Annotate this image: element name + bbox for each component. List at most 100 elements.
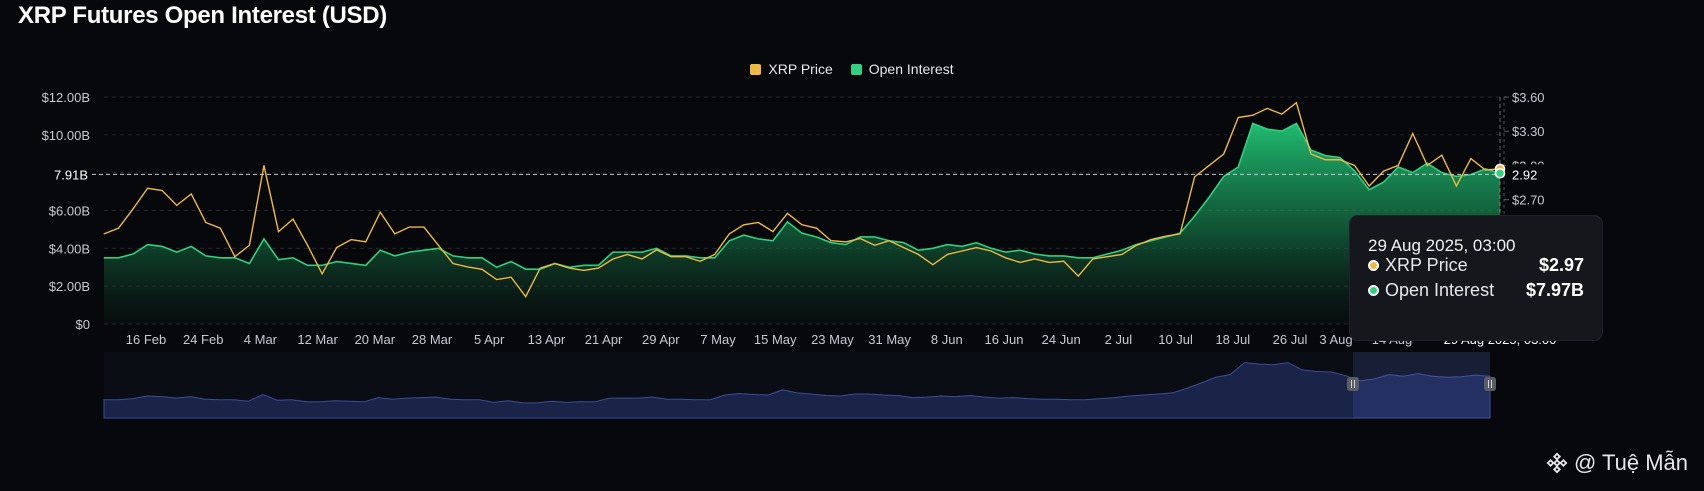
y-right-tick-label: $3.30 (1512, 124, 1545, 139)
xrp-price-point (932, 264, 934, 266)
xrp-price-point (626, 253, 629, 256)
xrp-price-point (1237, 116, 1239, 119)
y-right-tick-label: $3.60 (1512, 90, 1545, 105)
legend-item-price[interactable]: XRP Price (750, 61, 833, 77)
open-interest-point (568, 266, 570, 268)
open-interest-point (1237, 166, 1239, 168)
xrp-price-point (1441, 154, 1443, 156)
open-interest-point (336, 260, 338, 263)
open-interest-point (859, 236, 861, 238)
xrp-price-point (1252, 114, 1254, 116)
open-interest-point (1150, 240, 1152, 242)
x-tick-label: 20 Mar (355, 332, 396, 347)
xrp-price-point (1310, 153, 1312, 155)
tooltip-dot-price-icon (1368, 259, 1379, 271)
legend-swatch-price (750, 63, 762, 75)
legend: XRP Price Open Interest (0, 61, 1704, 77)
open-interest-point (1455, 175, 1457, 178)
xrp-price-point (714, 253, 716, 256)
xrp-price-point (1034, 258, 1036, 260)
x-tick-label: 3 Aug (1319, 332, 1352, 347)
open-interest-point (103, 257, 105, 259)
x-tick-label: 23 May (811, 332, 854, 347)
xrp-price-point (117, 227, 120, 229)
x-tick-label: 12 Mar (297, 332, 338, 347)
x-tick-label: 8 Jun (931, 332, 963, 347)
open-interest-point (365, 264, 367, 266)
xrp-price-point (786, 212, 789, 214)
navigator-handle-right[interactable] (1484, 377, 1496, 391)
open-interest-point (1208, 196, 1210, 198)
x-tick-label: 16 Jun (984, 332, 1023, 347)
open-interest-point (1077, 257, 1079, 259)
xrp-price-point (1150, 238, 1152, 241)
xrp-price-point (568, 267, 570, 269)
open-interest-point (510, 260, 512, 263)
open-interest-point (408, 251, 410, 253)
xrp-price-point (961, 250, 963, 252)
x-tick-label: 2 Jul (1105, 332, 1133, 347)
xrp-price-point (1019, 261, 1021, 264)
open-interest-point (234, 257, 236, 259)
open-interest-point (612, 251, 614, 253)
xrp-price-point (641, 258, 643, 260)
xrp-price-point (1353, 164, 1356, 167)
xrp-price-point (321, 273, 323, 275)
open-interest-point (176, 251, 178, 253)
xrp-price-point (801, 224, 803, 226)
y-left-tick-label: $2.00B (49, 279, 90, 294)
open-interest-point (975, 242, 978, 244)
xrp-price-point (1324, 159, 1327, 161)
open-interest-point (1266, 128, 1268, 130)
xrp-price-point (1077, 275, 1079, 277)
open-interest-point (946, 243, 949, 246)
legend-label-open-interest: Open Interest (868, 61, 954, 77)
open-interest-point (1383, 181, 1385, 183)
open-interest-point (437, 247, 440, 249)
xrp-price-point (103, 233, 105, 235)
xrp-price-point (365, 241, 367, 243)
navigator-handle-left[interactable] (1347, 377, 1359, 391)
open-interest-point (583, 264, 585, 266)
open-interest-point (1092, 257, 1094, 259)
x-tick-label: 10 Jul (1158, 332, 1193, 347)
xrp-price-point (975, 246, 978, 249)
open-interest-point (292, 257, 294, 259)
xrp-price-point (554, 262, 556, 265)
open-interest-point (1441, 172, 1443, 174)
open-interest-point (728, 240, 730, 242)
open-interest-point (525, 268, 527, 270)
x-tick-label: 24 Jun (1042, 332, 1081, 347)
x-tick-label: 4 Mar (244, 332, 278, 347)
legend-item-open-interest[interactable]: Open Interest (850, 61, 954, 77)
xrp-price-point (888, 240, 890, 242)
xrp-price-point (525, 296, 527, 298)
open-interest-point (1004, 251, 1007, 253)
xrp-price-point (1164, 235, 1167, 237)
xrp-price-point (655, 249, 658, 251)
xrp-price-point (874, 244, 876, 246)
xrp-price-point (539, 267, 541, 269)
open-interest-point (117, 257, 120, 259)
xrp-price-point (1339, 159, 1341, 161)
open-interest-point (815, 236, 818, 238)
xrp-price-point (1368, 185, 1370, 187)
open-interest-point (626, 251, 629, 253)
open-interest-point (961, 245, 963, 248)
tooltip-row-open-interest: Open Interest $7.97B (1368, 279, 1584, 301)
x-tick-label: 15 May (754, 332, 797, 347)
open-interest-point (772, 240, 774, 242)
open-interest-point (874, 236, 876, 238)
xrp-price-point (845, 241, 847, 243)
watermark-text: @ Tuệ Mẫn (1573, 450, 1688, 475)
xrp-price-point (903, 246, 905, 249)
tooltip-label-price: XRP Price (1385, 254, 1468, 275)
xrp-price-point (1455, 185, 1457, 187)
open-interest-point (1310, 149, 1312, 151)
open-interest-point (1121, 249, 1123, 251)
open-interest-point (903, 242, 905, 244)
tooltip-row-price: XRP Price $2.97 (1368, 254, 1584, 276)
y-left-tick-label: $0 (76, 317, 90, 332)
xrp-price-point (466, 266, 469, 268)
